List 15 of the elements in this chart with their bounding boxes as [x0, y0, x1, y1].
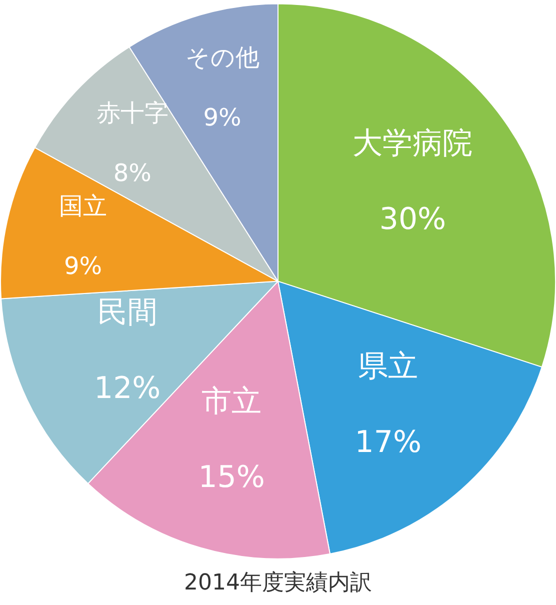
slice-label: 県立: [358, 348, 418, 384]
data-label: 9%: [203, 104, 242, 132]
data-label: 9%: [64, 252, 102, 280]
data-label: 15%: [198, 460, 265, 495]
slice-label: その他: [185, 44, 260, 72]
data-label: 8%: [113, 158, 152, 187]
text: 2014年度実績内訳: [184, 570, 372, 596]
slice-label: 民間: [97, 294, 158, 330]
data-label: 17%: [354, 424, 422, 460]
data-label: 12%: [94, 370, 161, 406]
data-label: 30%: [379, 202, 446, 238]
slice-label: 市立: [202, 384, 262, 419]
slice-label: 大学病院: [352, 126, 473, 162]
slice-label: 国立: [59, 192, 108, 220]
slice-label: 赤十字: [96, 98, 168, 127]
